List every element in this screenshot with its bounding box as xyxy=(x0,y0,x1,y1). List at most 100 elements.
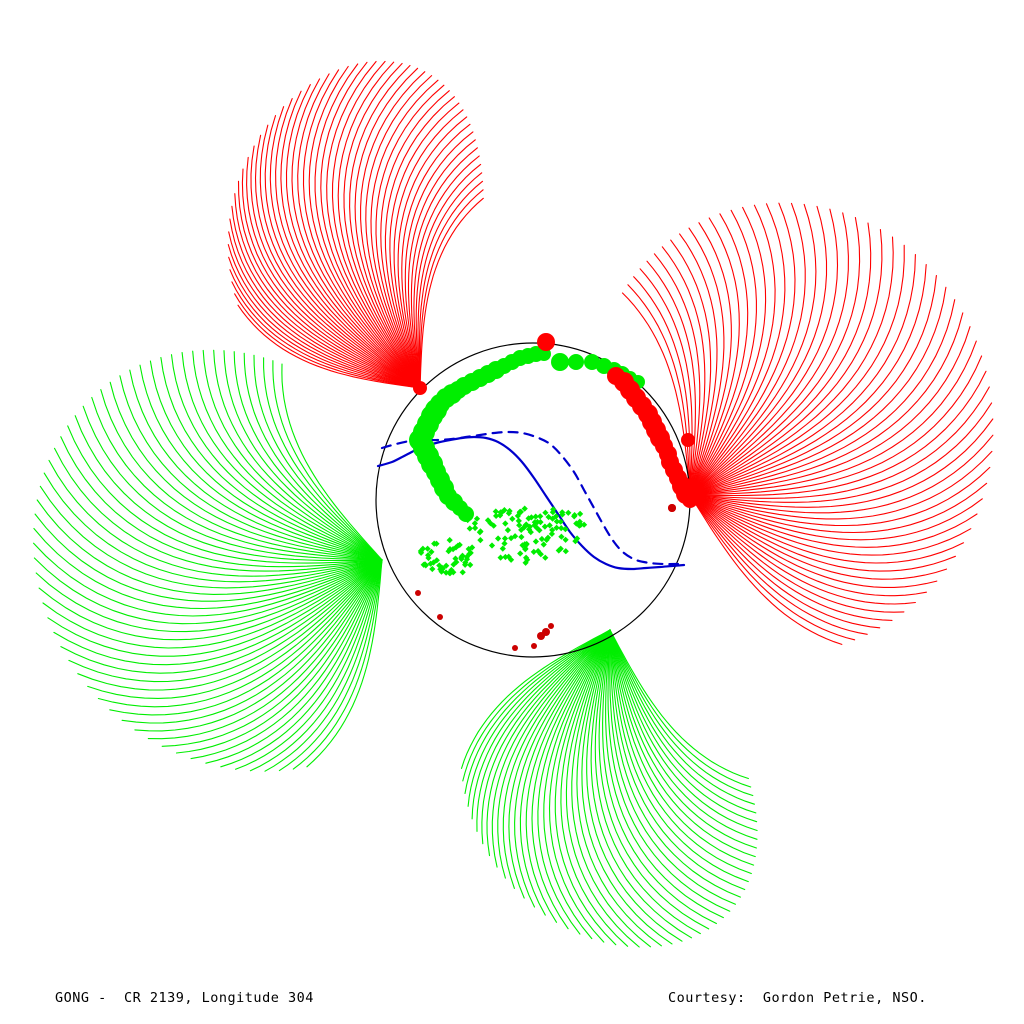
footpoint-marker xyxy=(549,526,556,534)
footpoint-marker xyxy=(518,526,525,533)
field-line xyxy=(33,527,383,610)
footpoint-marker xyxy=(436,562,443,569)
footpoint-marker xyxy=(559,509,566,516)
footpoint-marker xyxy=(537,333,555,351)
footpoint-marker xyxy=(502,553,509,561)
footpoint-marker xyxy=(527,529,534,536)
footpoint-marker xyxy=(515,517,522,524)
field-line xyxy=(121,559,383,724)
footpoint-marker xyxy=(501,540,508,547)
field-line xyxy=(60,436,383,568)
footpoint-marker xyxy=(418,549,425,556)
footpoint-marker xyxy=(551,353,569,371)
field-line xyxy=(689,340,977,496)
field-line xyxy=(689,205,828,496)
field-line xyxy=(269,106,421,389)
field-line xyxy=(229,269,421,389)
field-line xyxy=(291,78,421,389)
footpoint-marker xyxy=(443,562,450,569)
field-line xyxy=(519,629,611,916)
field-line xyxy=(384,96,455,389)
field-line xyxy=(343,62,421,389)
footpoint-cluster-south-positive-specks xyxy=(415,504,676,651)
field-line xyxy=(227,244,421,389)
field-line xyxy=(68,559,383,683)
footpoint-cluster-south-west-negative-speckle xyxy=(417,537,476,577)
field-line xyxy=(689,264,927,496)
field-line xyxy=(576,629,662,947)
field-line xyxy=(462,629,611,782)
field-line xyxy=(689,482,988,534)
field-line xyxy=(689,236,894,496)
footpoint-marker xyxy=(415,590,421,596)
footpoint-marker xyxy=(466,525,473,532)
footpoint-marker xyxy=(532,513,539,520)
field-line xyxy=(365,75,433,389)
field-line xyxy=(689,494,856,641)
field-line xyxy=(486,629,611,857)
footpoint-marker xyxy=(531,643,537,649)
field-line xyxy=(467,629,611,807)
field-line xyxy=(590,629,693,939)
footpoint-marker xyxy=(430,559,437,566)
field-line xyxy=(326,60,421,389)
field-line xyxy=(609,629,755,805)
footpoint-marker xyxy=(508,556,515,563)
field-line xyxy=(297,73,421,389)
field-line xyxy=(689,494,983,541)
field-line xyxy=(689,203,786,496)
footpoint-marker xyxy=(553,518,560,525)
footpoint-marker xyxy=(548,530,555,537)
footpoint-marker xyxy=(425,554,432,562)
footpoint-marker xyxy=(543,536,550,543)
field-line xyxy=(393,109,464,389)
footpoint-marker xyxy=(445,548,452,555)
field-line xyxy=(160,356,383,561)
footpoint-marker xyxy=(493,512,500,519)
field-line xyxy=(646,260,696,496)
footpoint-marker xyxy=(467,561,474,568)
footpoint-marker xyxy=(512,645,518,651)
field-line xyxy=(33,557,383,625)
footpoint-marker xyxy=(521,505,528,512)
field-line xyxy=(119,375,383,561)
field-line xyxy=(175,559,383,754)
field-line xyxy=(560,629,629,947)
field-line xyxy=(537,629,611,935)
field-line xyxy=(531,629,611,930)
field-line xyxy=(129,369,383,561)
field-line xyxy=(241,168,421,389)
field-line xyxy=(60,559,383,674)
field-line xyxy=(264,115,421,389)
field-line xyxy=(74,415,383,562)
field-line xyxy=(228,231,421,389)
field-line xyxy=(689,212,849,496)
field-line xyxy=(609,629,756,858)
field-line xyxy=(380,90,450,389)
field-line xyxy=(87,559,383,699)
footpoint-marker xyxy=(472,524,479,532)
field-line xyxy=(39,485,383,589)
field-line xyxy=(689,370,987,497)
footpoint-marker xyxy=(484,517,492,524)
field-line xyxy=(609,629,746,891)
field-line xyxy=(689,229,883,496)
field-line-fan-east-positive-fan xyxy=(621,202,994,645)
field-line xyxy=(502,629,611,889)
footpoint-marker xyxy=(565,509,572,516)
field-line xyxy=(91,396,383,561)
footpoint-marker xyxy=(522,546,529,553)
field-line xyxy=(272,360,383,561)
field-line xyxy=(263,357,383,561)
field-line xyxy=(254,134,421,389)
field-line xyxy=(220,559,383,768)
field-line xyxy=(77,559,383,691)
field-line xyxy=(249,559,383,772)
footpoint-marker xyxy=(577,510,584,517)
footpoint-marker xyxy=(506,507,513,515)
field-line xyxy=(410,147,478,389)
footpoint-marker xyxy=(542,509,549,516)
field-line xyxy=(689,244,905,496)
field-line xyxy=(689,402,993,503)
field-line xyxy=(514,629,611,908)
